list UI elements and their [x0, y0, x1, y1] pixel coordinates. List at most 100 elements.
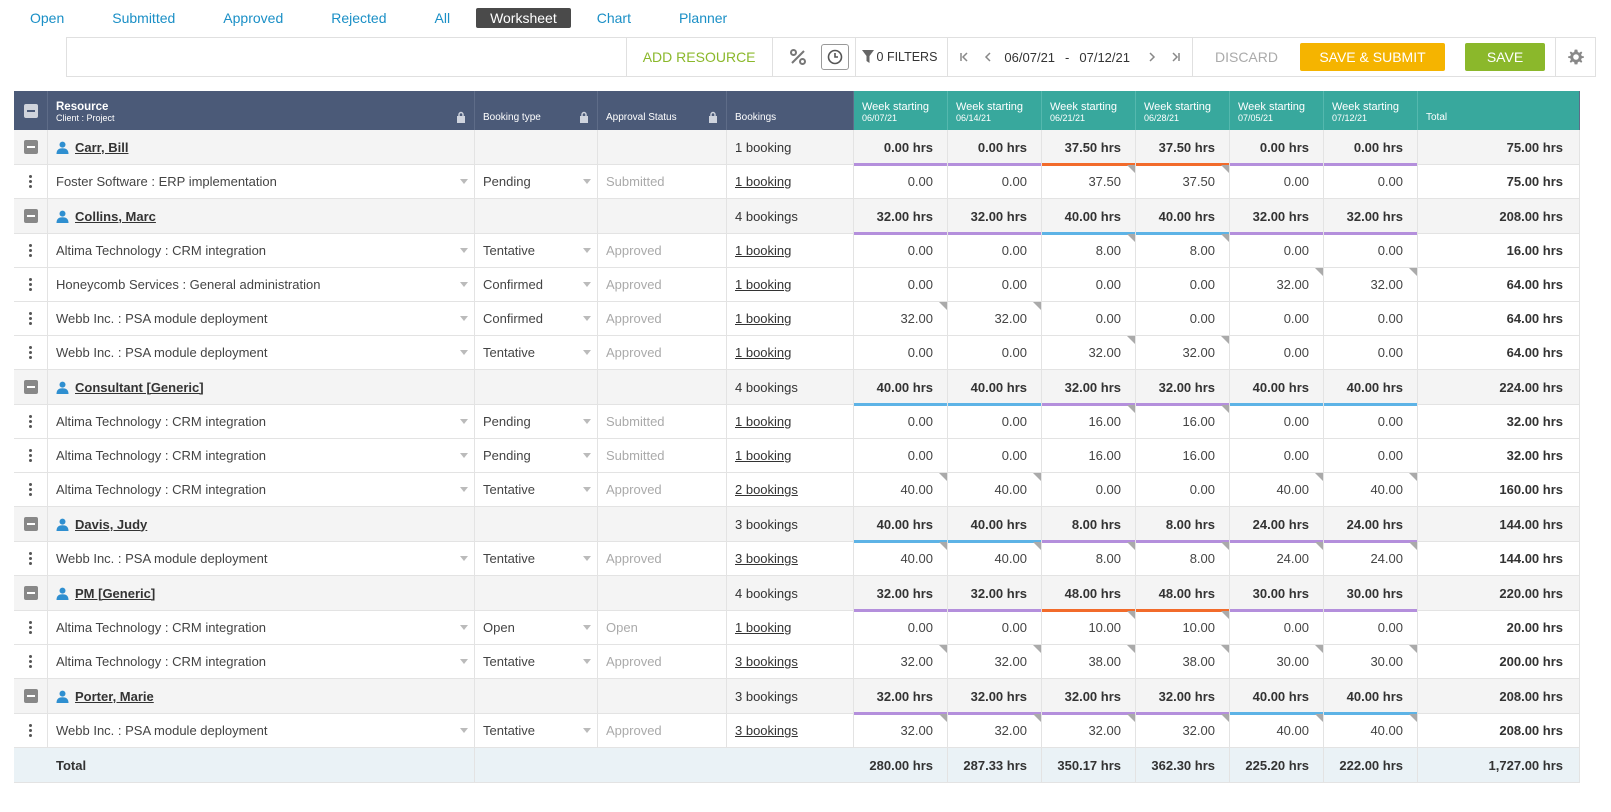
collapse-toggle[interactable]: [14, 679, 48, 713]
col-resource[interactable]: Resource Client : Project: [48, 91, 475, 130]
week-hours-cell[interactable]: 30.00: [1230, 645, 1324, 678]
project-select[interactable]: Altima Technology : CRM integration: [48, 405, 475, 438]
week-hours-cell[interactable]: 32.00: [948, 645, 1042, 678]
week-hours-cell[interactable]: 0.00: [1324, 234, 1418, 267]
week-hours-cell[interactable]: 0.00: [948, 165, 1042, 198]
row-menu-button[interactable]: [14, 165, 48, 198]
bookings-link[interactable]: 3 bookings: [735, 723, 798, 738]
week-hours-cell[interactable]: 0.00: [1230, 439, 1324, 472]
date-from[interactable]: 06/07/21: [1004, 49, 1056, 65]
bookings-link[interactable]: 3 bookings: [735, 551, 798, 566]
bookings-link[interactable]: 1 booking: [735, 620, 792, 635]
booking-type-select[interactable]: Tentative: [475, 645, 598, 678]
week-hours-cell[interactable]: 0.00: [1042, 268, 1136, 301]
row-menu-button[interactable]: [14, 611, 48, 644]
week-hours-cell[interactable]: 32.00: [948, 302, 1042, 335]
week-hours-cell[interactable]: 32.00: [1136, 714, 1230, 747]
bookings-link[interactable]: 3 bookings: [735, 654, 798, 669]
bookings-link[interactable]: 1 booking: [735, 311, 792, 326]
week-hours-cell[interactable]: 0.00: [854, 405, 948, 438]
week-hours-cell[interactable]: 32.00: [1324, 268, 1418, 301]
select-all-toggle[interactable]: [14, 91, 48, 130]
week-hours-cell[interactable]: 0.00: [854, 336, 948, 369]
week-hours-cell[interactable]: 0.00: [948, 268, 1042, 301]
row-menu-button[interactable]: [14, 336, 48, 369]
week-hours-cell[interactable]: 0.00: [854, 611, 948, 644]
resource-name-link[interactable]: Carr, Bill: [75, 139, 129, 155]
week-hours-cell[interactable]: 10.00: [1136, 611, 1230, 644]
project-select[interactable]: Webb Inc. : PSA module deployment: [48, 542, 475, 575]
resource-name-link[interactable]: PM [Generic]: [75, 585, 156, 601]
col-bookings[interactable]: Bookings: [727, 91, 854, 130]
week-hours-cell[interactable]: 0.00: [1230, 405, 1324, 438]
resource-name-link[interactable]: Collins, Marc: [75, 208, 156, 224]
row-menu-button[interactable]: [14, 542, 48, 575]
week-hours-cell[interactable]: 0.00: [1230, 611, 1324, 644]
booking-type-select[interactable]: Tentative: [475, 714, 598, 747]
week-hours-cell[interactable]: 38.00: [1136, 645, 1230, 678]
week-hours-cell[interactable]: 0.00: [1230, 302, 1324, 335]
week-hours-cell[interactable]: 0.00: [1136, 268, 1230, 301]
resource-name-link[interactable]: Porter, Marie: [75, 688, 154, 704]
booking-type-select[interactable]: Pending: [475, 439, 598, 472]
week-hours-cell[interactable]: 32.00: [854, 645, 948, 678]
week-hours-cell[interactable]: 16.00: [1042, 439, 1136, 472]
week-hours-cell[interactable]: 0.00: [1230, 336, 1324, 369]
week-hours-cell[interactable]: 32.00: [1042, 714, 1136, 747]
week-hours-cell[interactable]: 16.00: [1136, 405, 1230, 438]
bookings-link[interactable]: 1 booking: [735, 414, 792, 429]
week-hours-cell[interactable]: 40.00: [948, 542, 1042, 575]
week-hours-cell[interactable]: 0.00: [854, 268, 948, 301]
week-hours-cell[interactable]: 40.00: [1230, 473, 1324, 506]
week-hours-cell[interactable]: 32.00: [854, 714, 948, 747]
week-hours-cell[interactable]: 16.00: [1042, 405, 1136, 438]
week-hours-cell[interactable]: 37.50: [1136, 165, 1230, 198]
week-hours-cell[interactable]: 0.00: [948, 234, 1042, 267]
col-week-4[interactable]: Week starting 06/28/21: [1136, 91, 1230, 130]
week-hours-cell[interactable]: 24.00: [1230, 542, 1324, 575]
week-hours-cell[interactable]: 0.00: [948, 439, 1042, 472]
week-hours-cell[interactable]: 30.00: [1324, 645, 1418, 678]
tab-all[interactable]: All: [434, 10, 451, 26]
week-hours-cell[interactable]: 8.00: [1136, 542, 1230, 575]
percent-icon[interactable]: [781, 38, 815, 76]
discard-button[interactable]: DISCARD: [1214, 49, 1278, 65]
row-menu-button[interactable]: [14, 473, 48, 506]
tab-chart[interactable]: Chart: [596, 10, 631, 26]
week-hours-cell[interactable]: 0.00: [948, 336, 1042, 369]
col-week-6[interactable]: Week starting 07/12/21: [1324, 91, 1418, 130]
booking-type-select[interactable]: Confirmed: [475, 268, 598, 301]
col-week-2[interactable]: Week starting 06/14/21: [948, 91, 1042, 130]
week-hours-cell[interactable]: 32.00: [1136, 336, 1230, 369]
col-approval-status[interactable]: Approval Status: [598, 91, 727, 130]
project-select[interactable]: Foster Software : ERP implementation: [48, 165, 475, 198]
collapse-toggle[interactable]: [14, 576, 48, 610]
booking-type-select[interactable]: Tentative: [475, 473, 598, 506]
row-menu-button[interactable]: [14, 302, 48, 335]
week-hours-cell[interactable]: 10.00: [1042, 611, 1136, 644]
resource-name-link[interactable]: Consultant [Generic]: [75, 379, 204, 395]
booking-type-select[interactable]: Tentative: [475, 542, 598, 575]
week-hours-cell[interactable]: 0.00: [1324, 302, 1418, 335]
project-select[interactable]: Altima Technology : CRM integration: [48, 234, 475, 267]
bookings-link[interactable]: 2 bookings: [735, 482, 798, 497]
date-to[interactable]: 07/12/21: [1079, 49, 1130, 65]
tab-planner[interactable]: Planner: [678, 10, 728, 26]
collapse-toggle[interactable]: [14, 130, 48, 164]
week-hours-cell[interactable]: 0.00: [854, 234, 948, 267]
week-hours-cell[interactable]: 0.00: [1136, 473, 1230, 506]
bookings-link[interactable]: 1 booking: [735, 345, 792, 360]
tab-approved[interactable]: Approved: [223, 10, 284, 26]
clock-button[interactable]: [815, 38, 855, 76]
project-select[interactable]: Altima Technology : CRM integration: [48, 645, 475, 678]
save-button[interactable]: SAVE: [1465, 43, 1545, 71]
week-hours-cell[interactable]: 0.00: [1324, 165, 1418, 198]
week-hours-cell[interactable]: 40.00: [854, 542, 948, 575]
row-menu-button[interactable]: [14, 439, 48, 472]
week-hours-cell[interactable]: 32.00: [1230, 268, 1324, 301]
week-hours-cell[interactable]: 0.00: [1230, 165, 1324, 198]
collapse-toggle[interactable]: [14, 199, 48, 233]
resource-name-link[interactable]: Davis, Judy: [75, 516, 148, 532]
settings-button[interactable]: [1555, 38, 1595, 76]
bookings-link[interactable]: 1 booking: [735, 174, 792, 189]
